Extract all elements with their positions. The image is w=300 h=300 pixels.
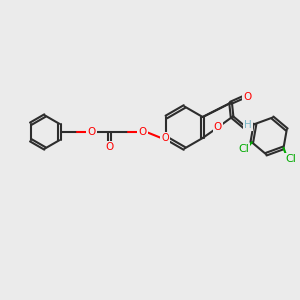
Text: O: O (138, 127, 147, 137)
Text: O: O (243, 92, 251, 102)
Text: O: O (214, 122, 222, 133)
Text: Cl: Cl (238, 144, 249, 154)
Text: O: O (161, 133, 169, 143)
Text: H: H (244, 120, 252, 130)
Text: Cl: Cl (285, 154, 296, 164)
Text: O: O (87, 127, 96, 137)
Text: O: O (105, 142, 114, 152)
